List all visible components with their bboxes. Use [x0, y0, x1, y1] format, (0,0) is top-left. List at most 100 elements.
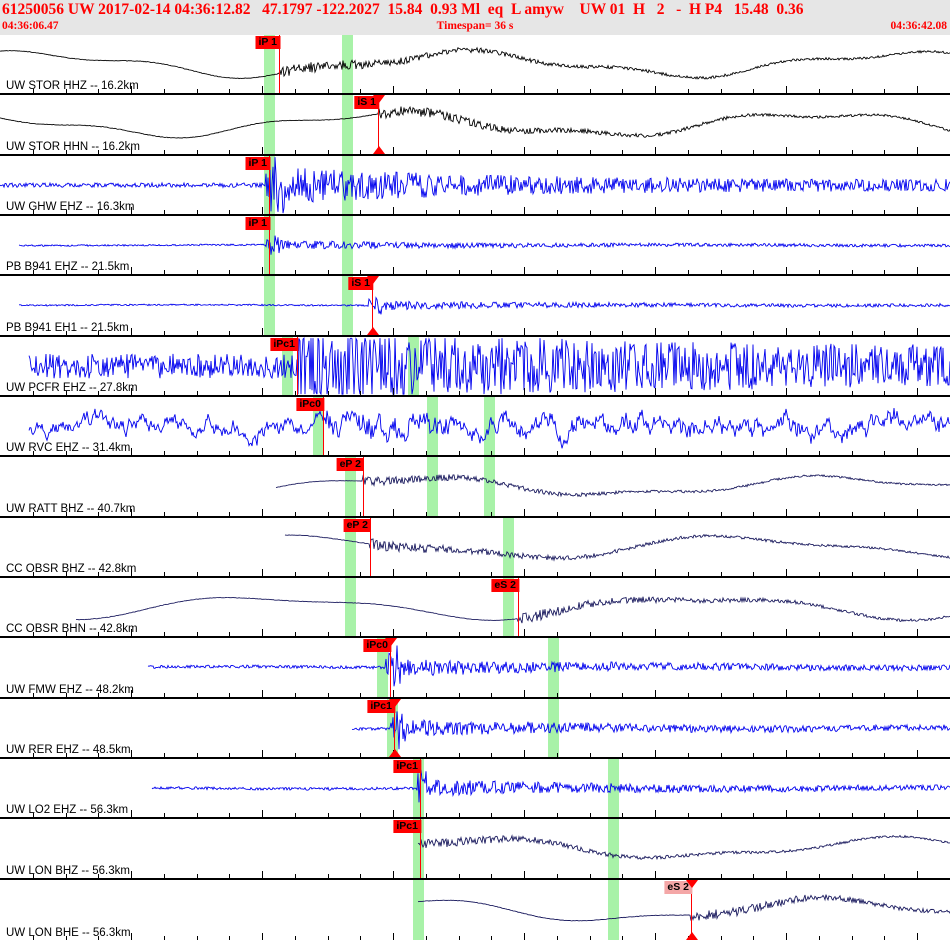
axis-tick: [852, 330, 853, 335]
phase-pick-line[interactable]: [378, 95, 379, 154]
axis-tick: [819, 451, 820, 456]
axis-tick: [688, 692, 689, 697]
trace-panel-stor-hhn[interactable]: iS 1 UW STOR HHN -- 16.2km: [0, 95, 950, 156]
axis-tick: [884, 813, 885, 818]
phase-pick-line[interactable]: [518, 577, 519, 637]
trace-panel-lon-bhz[interactable]: iPc1 UW LON BHZ -- 56.3km: [0, 819, 950, 880]
phase-pick-label[interactable]: iP 1: [245, 216, 270, 230]
axis-tick: [753, 209, 754, 214]
trace-panel-list[interactable]: iP 1 UW STOR HHZ -- 16.2km iS 1 UW STOR HHN…: [0, 35, 950, 940]
trace-panel-rvc-ehz[interactable]: iPc0 UW RVC EHZ -- 31.4km: [0, 396, 950, 458]
axis-tick: [884, 209, 885, 214]
axis-tick: [262, 206, 263, 214]
axis-tick: [491, 571, 492, 576]
axis-tick: [328, 270, 329, 275]
axis-tick: [393, 387, 394, 395]
trace-panel-lo2-ehz[interactable]: iPc1 UW LO2 EHZ -- 56.3km: [0, 758, 950, 820]
axis-tick: [328, 873, 329, 878]
axis-tick: [164, 270, 165, 275]
trace-panel-b941-eh1[interactable]: iS 1 PB B941 EH1 -- 21.5km: [0, 276, 950, 337]
phase-pick-label[interactable]: iS 1: [354, 96, 379, 110]
axis-tick: [328, 692, 329, 697]
phase-pick-label[interactable]: iP 1: [255, 36, 280, 49]
phase-pick-label[interactable]: eP 2: [343, 518, 371, 532]
phase-pick-label[interactable]: iPc0: [363, 639, 391, 653]
trace-panel-pcfr-ehz[interactable]: iPc1 UW PCFR EHZ -- 27.8km: [0, 336, 950, 397]
phase-pick-line[interactable]: [363, 457, 364, 516]
phase-pick-line[interactable]: [370, 517, 371, 576]
phase-pick-line[interactable]: [390, 638, 391, 697]
trace-panel-fmw-ehz[interactable]: iPc0 UW FMW EHZ -- 48.2km: [0, 638, 950, 699]
phase-pick-label[interactable]: eP 2: [336, 458, 364, 472]
phase-pick-line[interactable]: [323, 396, 324, 456]
phase-pick-line[interactable]: [269, 155, 270, 214]
axis-tick: [426, 330, 427, 335]
trace-panel-stor-hhz[interactable]: iP 1 UW STOR HHZ -- 16.2km: [0, 35, 950, 96]
trace-panel-b941-ehz[interactable]: iP 1 PB B941 EHZ -- 21.5km: [0, 215, 950, 277]
axis-tick: [491, 632, 492, 637]
axis-tick: [819, 89, 820, 94]
trace-panel-rer-ehz[interactable]: iPc1 UW RER EHZ -- 48.5km: [0, 698, 950, 759]
trace-panel-ghw-ehz[interactable]: iP 1 UW GHW EHZ -- 16.3km: [0, 155, 950, 216]
phase-pick-line[interactable]: [297, 336, 298, 395]
axis-tick: [557, 935, 558, 940]
axis-tick: [917, 629, 918, 637]
phase-pick-line[interactable]: [691, 879, 692, 940]
phase-pick-line[interactable]: [420, 758, 421, 818]
axis-tick: [98, 89, 99, 94]
axis-tick: [721, 330, 722, 335]
axis-tick: [328, 451, 329, 456]
trace-panel-obsr-bhn[interactable]: eS 2 CC OBSR BHN -- 42.8km: [0, 577, 950, 639]
phase-pick-label[interactable]: iPc1: [393, 759, 421, 773]
waveform-trace: [75, 596, 950, 624]
axis-tick: [393, 689, 394, 697]
axis-tick: [229, 692, 230, 697]
phase-pick-label[interactable]: iPc1: [367, 699, 395, 713]
trace-panel-lon-bhe[interactable]: eS 2 UW LON BHE -- 56.3km: [0, 879, 950, 940]
axis-tick: [393, 508, 394, 516]
phase-pick-line[interactable]: [279, 35, 280, 94]
waveform-trace: [18, 235, 950, 255]
axis-tick: [360, 149, 361, 154]
axis-tick: [229, 873, 230, 878]
axis-tick: [66, 511, 67, 516]
phase-pick-label[interactable]: iS 1: [348, 277, 373, 291]
axis-tick: [655, 749, 656, 757]
phase-pick-label[interactable]: iPc1: [270, 337, 298, 351]
phase-pick-line[interactable]: [372, 276, 373, 335]
axis-tick: [884, 935, 885, 940]
axis-tick: [295, 873, 296, 878]
axis-tick: [426, 209, 427, 214]
axis-tick: [164, 935, 165, 940]
axis-tick: [328, 935, 329, 940]
phase-pick-label[interactable]: eS 2: [491, 578, 519, 592]
axis-tick: [852, 752, 853, 757]
phase-pick-line[interactable]: [420, 819, 421, 878]
axis-tick: [33, 571, 34, 576]
axis-tick: [524, 387, 525, 395]
phase-pick-label[interactable]: iPc0: [296, 397, 324, 411]
axis-tick: [590, 873, 591, 878]
trace-panel-obsr-bhz[interactable]: eP 2 CC OBSR BHZ -- 42.8km: [0, 517, 950, 578]
axis-tick: [622, 752, 623, 757]
phase-pick-label[interactable]: iP 1: [245, 156, 270, 170]
phase-pick-label[interactable]: eS 2: [664, 880, 692, 894]
axis-tick: [622, 89, 623, 94]
axis-tick: [655, 810, 656, 818]
axis-tick: [131, 86, 132, 94]
axis-tick: [197, 511, 198, 516]
axis-tick: [262, 870, 263, 878]
axis-tick: [524, 327, 525, 335]
axis-tick: [524, 146, 525, 154]
trace-panel-ratt-bhz[interactable]: eP 2 UW RATT BHZ -- 40.7km: [0, 457, 950, 518]
axis-tick: [393, 448, 394, 456]
axis-tick: [33, 330, 34, 335]
phase-pick-line[interactable]: [269, 215, 270, 275]
axis-tick: [557, 571, 558, 576]
axis-tick: [66, 873, 67, 878]
axis-tick: [753, 813, 754, 818]
phase-pick-label[interactable]: iPc1: [393, 820, 421, 834]
axis-tick: [590, 149, 591, 154]
phase-pick-line[interactable]: [394, 698, 395, 757]
axis-tick: [590, 752, 591, 757]
